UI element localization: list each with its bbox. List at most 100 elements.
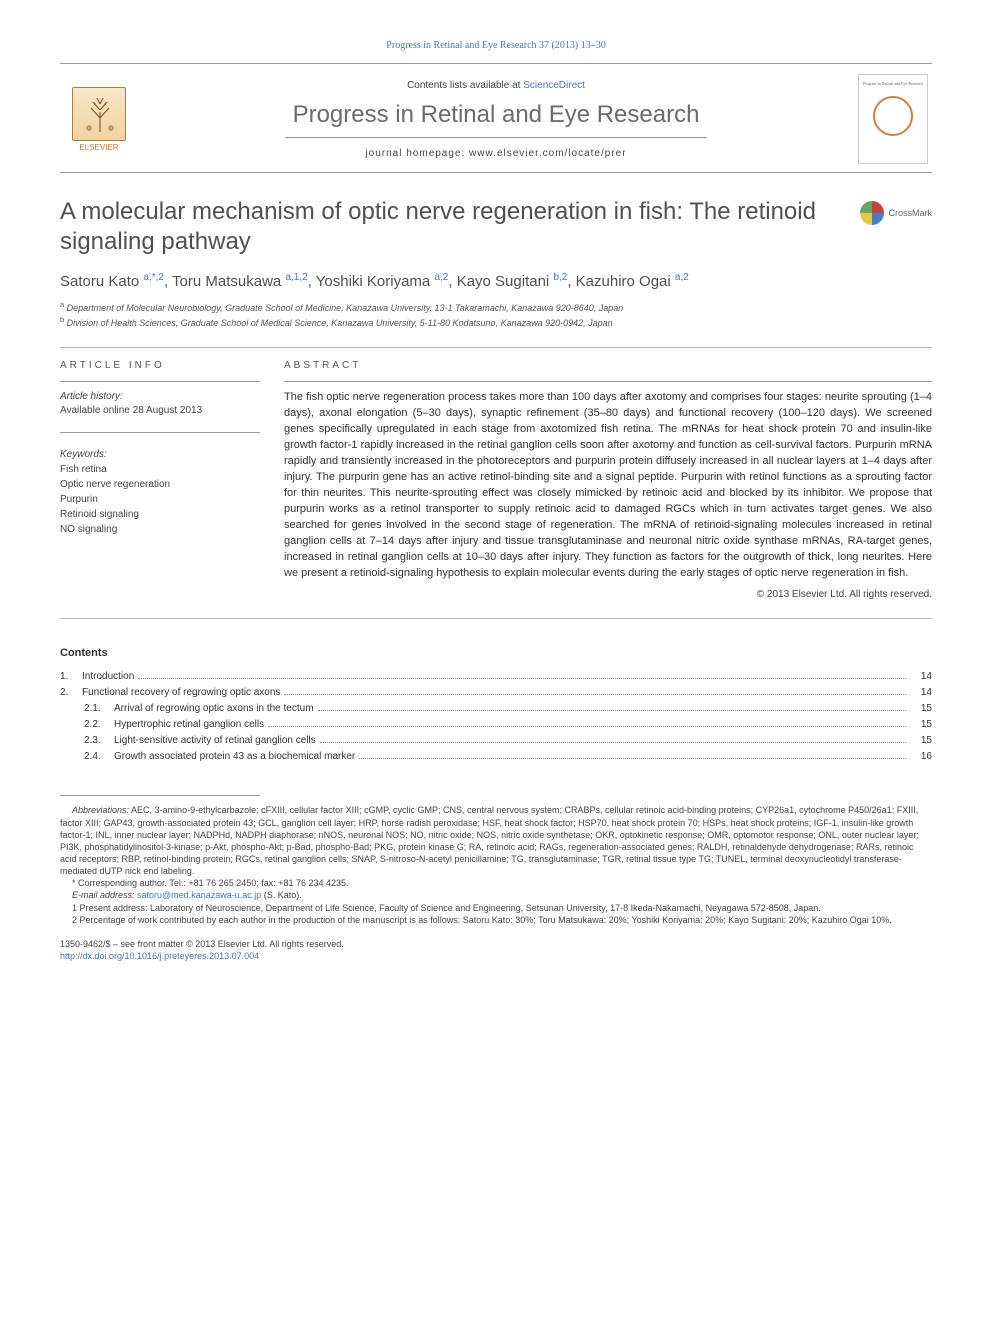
footnote-2: 2 Percentage of work contributed by each…: [60, 914, 932, 926]
keyword: Purpurin: [60, 492, 260, 507]
email-note: E-mail address: satoru@med.kanazawa-u.ac…: [60, 889, 932, 901]
toc-leader-dots: [138, 678, 906, 679]
author: Satoru Kato a,*,2: [60, 273, 164, 290]
author-sup: a,2: [675, 272, 689, 283]
divider: [285, 137, 707, 138]
keywords-block: Keywords: Fish retinaOptic nerve regener…: [60, 447, 260, 537]
toc-row: 2.1.Arrival of regrowing optic axons in …: [60, 701, 932, 717]
corresponding-author-note: * Corresponding author. Tel.: +81 76 265…: [60, 877, 932, 889]
footnote-separator: [60, 795, 260, 796]
author-sup: a,2: [434, 272, 448, 283]
toc-number: 2.4.: [84, 749, 114, 765]
divider: [284, 381, 932, 382]
contents-prefix: Contents lists available at: [407, 80, 523, 91]
contents-available: Contents lists available at ScienceDirec…: [144, 80, 848, 91]
journal-cover-thumbnail: Progress in Retinal and Eye Research: [858, 74, 928, 164]
toc-page: 15: [910, 701, 932, 717]
footer-meta: 1350-9462/$ – see front matter © 2013 El…: [60, 938, 932, 963]
keywords-label: Keywords:: [60, 447, 260, 462]
toc-title: Hypertrophic retinal ganglion cells: [114, 717, 264, 733]
article-info-label: article info: [60, 360, 260, 371]
keyword: Retinoid signaling: [60, 507, 260, 522]
toc-leader-dots: [284, 694, 906, 695]
toc-row: 2.3.Light-sensitive activity of retinal …: [60, 733, 932, 749]
history-text: Available online 28 August 2013: [60, 404, 260, 418]
footnotes: Abbreviations: AEC, 3-amino-9-ethylcarba…: [60, 804, 932, 925]
crossmark-label: CrossMark: [888, 208, 932, 218]
keyword: Optic nerve regeneration: [60, 477, 260, 492]
elsevier-label: ELSEVIER: [79, 143, 118, 152]
journal-homepage: journal homepage: www.elsevier.com/locat…: [144, 148, 848, 159]
toc-page: 14: [910, 685, 932, 701]
affiliation: b Division of Health Sciences, Graduate …: [60, 315, 932, 330]
footnote-1: 1 Present address: Laboratory of Neurosc…: [60, 902, 932, 914]
abbreviations-note: Abbreviations: AEC, 3-amino-9-ethylcarba…: [60, 804, 932, 877]
toc-title: Light-sensitive activity of retinal gang…: [114, 733, 316, 749]
toc-number: 2.1.: [84, 701, 114, 717]
elsevier-logo: ELSEVIER: [64, 79, 134, 159]
crossmark-badge[interactable]: CrossMark: [860, 201, 932, 225]
contents-heading: Contents: [60, 647, 932, 659]
toc-title: Functional recovery of regrowing optic a…: [82, 685, 280, 701]
journal-header: ELSEVIER Contents lists available at Sci…: [60, 74, 932, 164]
elsevier-tree-icon: [72, 87, 126, 141]
toc-row: 2.4.Growth associated protein 43 as a bi…: [60, 749, 932, 765]
toc-leader-dots: [320, 742, 906, 743]
toc-leader-dots: [268, 726, 906, 727]
divider: [60, 347, 932, 348]
journal-reference: Progress in Retinal and Eye Research 37 …: [60, 40, 932, 51]
abbrev-label: Abbreviations:: [72, 805, 129, 815]
toc-leader-dots: [359, 758, 906, 759]
author: Yoshiki Koriyama a,2: [316, 273, 449, 290]
divider: [60, 432, 260, 433]
toc-title: Arrival of regrowing optic axons in the …: [114, 701, 314, 717]
sciencedirect-link[interactable]: ScienceDirect: [523, 80, 585, 91]
toc-page: 15: [910, 717, 932, 733]
keyword: Fish retina: [60, 462, 260, 477]
abstract-label: abstract: [284, 360, 932, 371]
email-label: E-mail address:: [72, 890, 137, 900]
cover-thumb-graphic: [873, 96, 913, 136]
cover-thumb-title: Progress in Retinal and Eye Research: [863, 81, 923, 86]
divider: [60, 63, 932, 64]
doi-link[interactable]: http://dx.doi.org/10.1016/j.preteyeres.2…: [60, 951, 259, 961]
toc-row: 2.2.Hypertrophic retinal ganglion cells 1…: [60, 717, 932, 733]
crossmark-icon: [860, 201, 884, 225]
toc-number: 2.: [60, 685, 82, 701]
toc-number: 2.2.: [84, 717, 114, 733]
toc-leader-dots: [318, 710, 906, 711]
author: Toru Matsukawa a,1,2: [172, 273, 308, 290]
abbrev-text: AEC, 3-amino-9-ethylcarbazole; cFXIII, c…: [60, 805, 919, 876]
author-sup: b,2: [553, 272, 567, 283]
toc-title: Growth associated protein 43 as a bioche…: [114, 749, 355, 765]
copyright-line: © 2013 Elsevier Ltd. All rights reserved…: [284, 589, 932, 600]
author-list: Satoru Kato a,*,2, Toru Matsukawa a,1,2,…: [60, 271, 932, 292]
affiliation: a Department of Molecular Neurobiology, …: [60, 300, 932, 315]
abstract-text: The fish optic nerve regeneration proces…: [284, 390, 932, 581]
toc-page: 14: [910, 669, 932, 685]
article-title: A molecular mechanism of optic nerve reg…: [60, 197, 848, 257]
divider: [60, 172, 932, 173]
email-name: (S. Kato).: [261, 890, 302, 900]
toc-page: 16: [910, 749, 932, 765]
table-of-contents: 1.Introduction142.Functional recovery of…: [60, 669, 932, 765]
toc-row: 1.Introduction 14: [60, 669, 932, 685]
keyword: NO signaling: [60, 522, 260, 537]
author-sup: a,*,2: [143, 272, 164, 283]
email-link[interactable]: satoru@med.kanazawa-u.ac.jp: [137, 890, 261, 900]
divider: [60, 381, 260, 382]
author: Kazuhiro Ogai a,2: [576, 273, 689, 290]
author: Kayo Sugitani b,2: [457, 273, 568, 290]
toc-number: 1.: [60, 669, 82, 685]
history-label: Article history:: [60, 390, 260, 404]
toc-row: 2.Functional recovery of regrowing optic…: [60, 685, 932, 701]
issn-line: 1350-9462/$ – see front matter © 2013 El…: [60, 938, 932, 951]
author-sup: a,1,2: [285, 272, 307, 283]
divider: [60, 618, 932, 619]
toc-number: 2.3.: [84, 733, 114, 749]
toc-title: Introduction: [82, 669, 134, 685]
affiliations: a Department of Molecular Neurobiology, …: [60, 300, 932, 329]
article-history: Article history: Available online 28 Aug…: [60, 390, 260, 418]
journal-title: Progress in Retinal and Eye Research: [144, 101, 848, 129]
toc-page: 15: [910, 733, 932, 749]
